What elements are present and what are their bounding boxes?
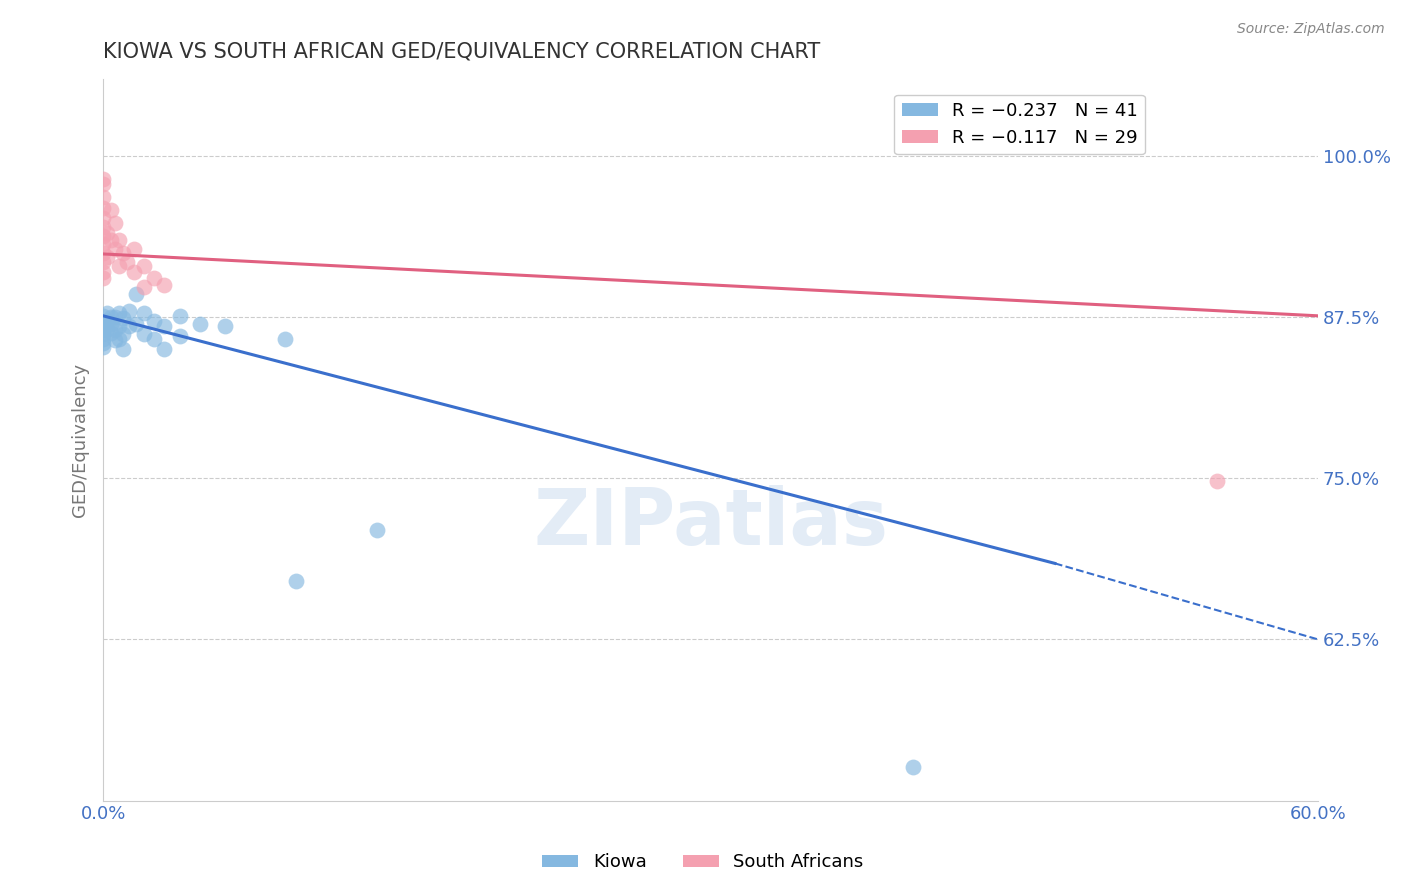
Point bbox=[91, 332, 114, 346]
Point bbox=[100, 317, 122, 331]
Point bbox=[153, 319, 176, 334]
Point bbox=[91, 309, 114, 323]
Point bbox=[122, 265, 145, 279]
Legend: Kiowa, South Africans: Kiowa, South Africans bbox=[536, 847, 870, 879]
Point bbox=[91, 319, 114, 334]
Point bbox=[91, 245, 114, 260]
Point bbox=[91, 228, 114, 243]
Point bbox=[96, 314, 118, 328]
Point bbox=[108, 233, 131, 247]
Point bbox=[104, 216, 127, 230]
Point bbox=[108, 259, 131, 273]
Point bbox=[91, 178, 114, 192]
Point bbox=[112, 343, 135, 357]
Legend: R = −0.237   N = 41, R = −0.117   N = 29: R = −0.237 N = 41, R = −0.117 N = 29 bbox=[894, 95, 1144, 154]
Point bbox=[118, 319, 141, 334]
Point bbox=[108, 319, 131, 334]
Point bbox=[284, 574, 307, 589]
Point bbox=[91, 271, 114, 285]
Point bbox=[153, 277, 176, 292]
Point bbox=[118, 303, 141, 318]
Point bbox=[108, 306, 131, 320]
Point bbox=[112, 245, 135, 260]
Point bbox=[188, 317, 211, 331]
Point bbox=[108, 332, 131, 346]
Point bbox=[112, 326, 135, 341]
Point bbox=[142, 332, 165, 346]
Point bbox=[96, 306, 118, 320]
Point bbox=[901, 760, 924, 774]
Point bbox=[91, 211, 114, 225]
Point bbox=[1205, 474, 1227, 488]
Point bbox=[91, 201, 114, 215]
Point bbox=[91, 236, 114, 251]
Point bbox=[274, 332, 297, 346]
Point bbox=[96, 227, 118, 241]
Point bbox=[91, 323, 114, 337]
Point bbox=[100, 233, 122, 247]
Y-axis label: GED/Equivalency: GED/Equivalency bbox=[72, 362, 89, 516]
Point bbox=[104, 242, 127, 256]
Point bbox=[366, 523, 388, 537]
Point bbox=[117, 254, 139, 268]
Point bbox=[169, 309, 191, 323]
Point bbox=[142, 314, 165, 328]
Point bbox=[104, 323, 127, 337]
Point bbox=[91, 172, 114, 186]
Text: Source: ZipAtlas.com: Source: ZipAtlas.com bbox=[1237, 22, 1385, 37]
Point bbox=[91, 314, 114, 328]
Point bbox=[91, 254, 114, 268]
Point bbox=[104, 310, 127, 325]
Point bbox=[91, 219, 114, 234]
Point bbox=[91, 326, 114, 341]
Point bbox=[124, 317, 146, 331]
Point bbox=[124, 286, 146, 301]
Point bbox=[91, 340, 114, 354]
Point bbox=[122, 242, 145, 256]
Point bbox=[132, 326, 155, 341]
Point bbox=[112, 311, 135, 326]
Point bbox=[132, 306, 155, 320]
Point bbox=[214, 319, 236, 334]
Point bbox=[100, 326, 122, 340]
Point bbox=[169, 329, 191, 343]
Point bbox=[132, 280, 155, 294]
Point bbox=[132, 259, 155, 273]
Point bbox=[153, 343, 176, 357]
Point bbox=[142, 271, 165, 285]
Point bbox=[104, 334, 127, 348]
Point bbox=[100, 310, 122, 325]
Point bbox=[96, 250, 118, 264]
Text: ZIPatlas: ZIPatlas bbox=[533, 485, 889, 561]
Point bbox=[91, 265, 114, 279]
Text: KIOWA VS SOUTH AFRICAN GED/EQUIVALENCY CORRELATION CHART: KIOWA VS SOUTH AFRICAN GED/EQUIVALENCY C… bbox=[103, 42, 820, 62]
Point bbox=[91, 190, 114, 204]
Point bbox=[91, 335, 114, 350]
Point bbox=[96, 322, 118, 336]
Point bbox=[100, 203, 122, 218]
